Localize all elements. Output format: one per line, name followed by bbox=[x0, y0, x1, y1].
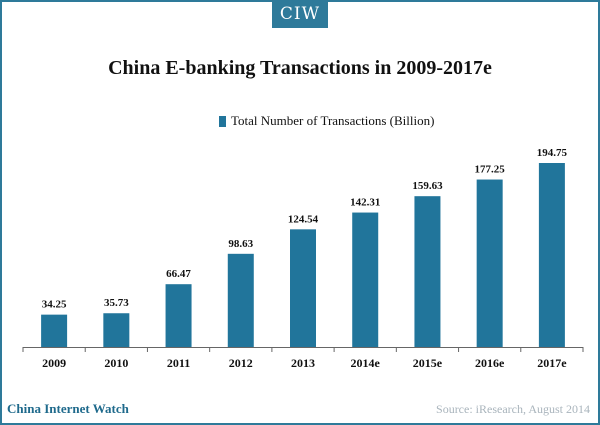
data-label-2009: 34.25 bbox=[42, 299, 67, 311]
bar-2009 bbox=[41, 314, 68, 347]
data-label-2011: 66.47 bbox=[166, 268, 191, 280]
x-tick-label-2015e: 2015e bbox=[413, 356, 443, 370]
x-tick-label-2016e: 2016e bbox=[475, 356, 505, 370]
footer-source: Source: iResearch, August 2014 bbox=[436, 402, 590, 416]
data-label-2012: 98.63 bbox=[228, 238, 253, 250]
bar-2016e bbox=[476, 179, 503, 347]
data-label-2014e: 142.31 bbox=[350, 197, 380, 209]
x-tick-label-2010: 2010 bbox=[104, 356, 128, 370]
data-label-2015e: 159.63 bbox=[412, 180, 443, 192]
bar-2015e bbox=[414, 196, 441, 347]
bar-2011 bbox=[165, 284, 192, 347]
x-tick-label-2013: 2013 bbox=[291, 356, 315, 370]
bar-2010 bbox=[103, 313, 130, 347]
x-tick-label-2012: 2012 bbox=[229, 356, 253, 370]
data-label-2016e: 177.25 bbox=[475, 164, 506, 176]
bar-2012 bbox=[227, 253, 254, 347]
x-tick-label-2017e: 2017e bbox=[537, 356, 567, 370]
legend-swatch bbox=[219, 115, 226, 127]
footer-brand: China Internet Watch bbox=[7, 401, 129, 416]
data-label-2013: 124.54 bbox=[288, 213, 319, 225]
bar-2017e bbox=[538, 163, 565, 347]
x-tick-label-2014e: 2014e bbox=[351, 356, 381, 370]
x-tick-label-2011: 2011 bbox=[167, 356, 190, 370]
x-tick-label-2009: 2009 bbox=[42, 356, 66, 370]
data-label-2017e: 194.75 bbox=[537, 147, 568, 159]
data-label-2010: 35.73 bbox=[104, 297, 129, 309]
bar-2014e bbox=[352, 212, 379, 347]
chart-title: China E-banking Transactions in 2009-201… bbox=[108, 57, 492, 79]
legend-label: Total Number of Transactions (Billion) bbox=[231, 113, 435, 128]
chart-legend: Total Number of Transactions (Billion) bbox=[219, 113, 434, 129]
brand-badge: CIW bbox=[272, 0, 328, 28]
bar-2013 bbox=[290, 229, 316, 347]
